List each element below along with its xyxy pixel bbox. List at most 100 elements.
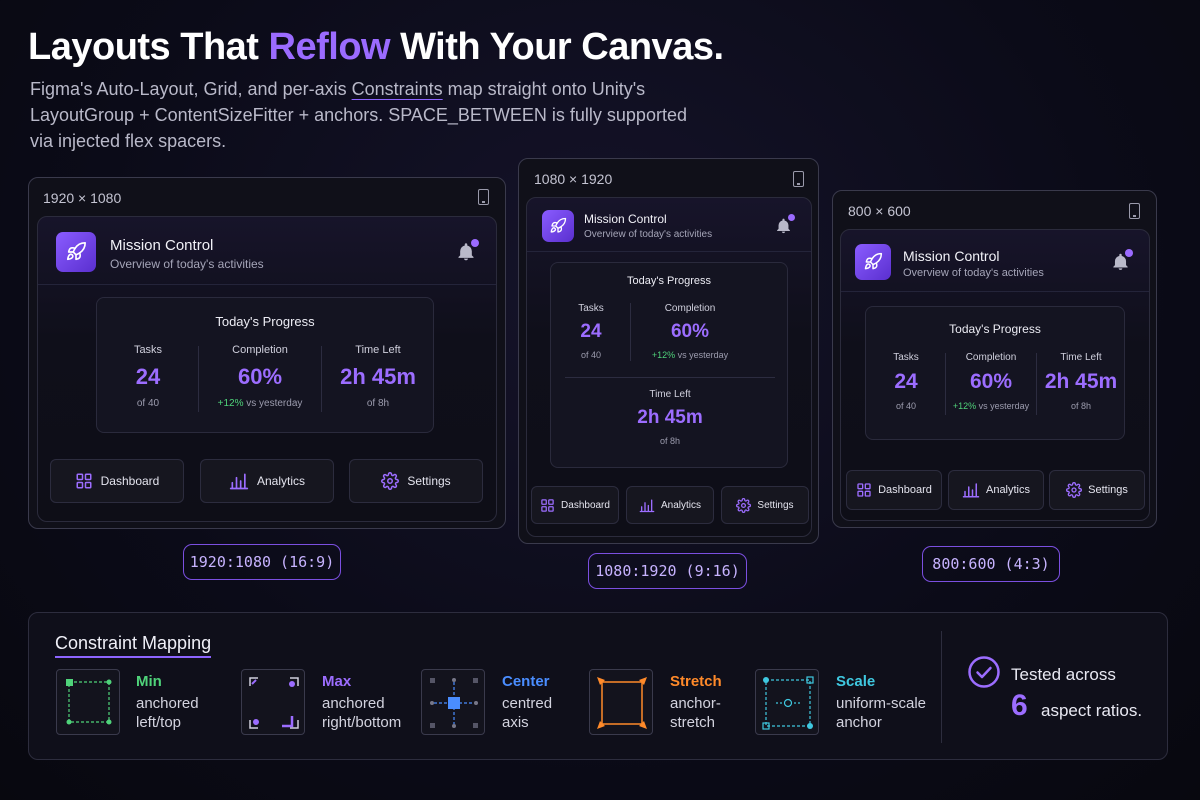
notification-dot — [788, 214, 795, 221]
analytics-button[interactable]: Analytics — [626, 486, 714, 524]
tested-count: 6 — [1011, 689, 1028, 722]
stat-tasks: Tasks 24 of 40 — [551, 303, 631, 360]
dashboard-button[interactable]: Dashboard — [50, 459, 184, 503]
divider — [630, 303, 631, 361]
bar-chart-icon — [962, 483, 980, 498]
gear-icon — [381, 472, 400, 490]
stat-completion-value: 60% — [969, 370, 1013, 393]
analytics-button[interactable]: Analytics — [948, 470, 1044, 510]
stat-tasks-value: 24 — [135, 364, 161, 389]
app-header: Mission Control Overview of today's acti… — [527, 198, 811, 252]
device-frame-1920x1080: 1920 × 1080 Mission Control Overview of … — [28, 177, 506, 529]
divider — [941, 631, 942, 743]
grid-icon — [857, 483, 871, 497]
bell-icon[interactable] — [456, 241, 476, 263]
notification-dot — [1125, 249, 1133, 257]
app-header: Mission Control Overview of today's acti… — [38, 217, 496, 285]
scale-constraint-icon — [755, 669, 819, 735]
app-panel: Mission Control Overview of today's acti… — [840, 229, 1150, 521]
notification-dot — [471, 239, 479, 247]
stat-time-value: 2h 45m — [340, 364, 416, 389]
constraint-mapping-panel: Constraint Mapping Min anchored left/top … — [28, 612, 1168, 760]
constraint-name-stretch: Stretch — [670, 673, 722, 690]
divider — [565, 377, 775, 378]
device-icon — [478, 189, 489, 205]
frame-size-label: 1080 × 1920 — [534, 171, 613, 187]
app-title: Mission Control — [584, 212, 667, 226]
app-title: Mission Control — [903, 248, 1000, 264]
grid-icon — [76, 473, 92, 489]
stat-tasks-value: 24 — [894, 370, 918, 393]
progress-title: Today's Progress — [949, 322, 1041, 336]
constraint-name-scale: Scale — [836, 673, 876, 690]
center-constraint-icon — [421, 669, 485, 735]
analytics-button[interactable]: Analytics — [200, 459, 334, 503]
app-subtitle: Overview of today's activities — [903, 267, 1044, 279]
stat-time-left: Time Left 2h 45m of 8h — [1036, 352, 1126, 411]
stat-tasks: Tasks 24 of 40 — [97, 344, 199, 409]
constraints-link[interactable]: Constraints — [351, 79, 443, 99]
app-panel: Mission Control Overview of today's acti… — [37, 216, 497, 522]
device-frame-1080x1920: 1080 × 1920 Mission Control Overview of … — [518, 158, 819, 544]
app-header: Mission Control Overview of today's acti… — [841, 230, 1149, 292]
constraint-desc-scale: uniform-scale anchor — [836, 695, 927, 731]
constraint-desc-max: anchored right/bottom — [322, 695, 402, 731]
settings-button[interactable]: Settings — [1049, 470, 1145, 510]
stretch-constraint-icon — [589, 669, 653, 735]
progress-card: Today's Progress Tasks 24 of 40 Completi… — [865, 306, 1125, 440]
stat-completion-value: 60% — [670, 321, 710, 342]
app-subtitle: Overview of today's activities — [584, 229, 713, 240]
stat-completion: Completion 60% +12% vs yesterday — [631, 303, 749, 360]
bell-icon[interactable] — [1111, 252, 1130, 272]
gear-icon — [736, 497, 752, 513]
divider — [321, 346, 322, 412]
rocket-logo-icon — [855, 244, 891, 280]
constraint-desc-min: anchored left/top — [136, 695, 199, 731]
stat-tasks-value: 24 — [580, 321, 602, 342]
constraint-name-center: Center — [502, 673, 550, 690]
hero-title-accent: Reflow — [268, 26, 391, 68]
rocket-logo-icon — [542, 210, 574, 242]
stat-completion: Completion 60% +12% vs yesterday — [199, 344, 321, 409]
app-title: Mission Control — [110, 237, 214, 254]
bar-chart-icon — [229, 473, 249, 490]
frame-size-label: 800 × 600 — [848, 203, 911, 219]
dashboard-button[interactable]: Dashboard — [531, 486, 619, 524]
constraint-name-min: Min — [136, 673, 162, 690]
stat-completion: Completion 60% +12% vs yesterday — [946, 352, 1036, 411]
divider — [198, 346, 199, 412]
constraint-desc-stretch: anchor-stretch — [670, 695, 721, 731]
ratio-badge-16-9: 1920:1080 (16:9) — [183, 544, 341, 580]
stat-tasks: Tasks 24 of 40 — [866, 352, 946, 411]
check-circle-icon — [968, 656, 1000, 688]
bar-chart-icon — [639, 498, 655, 512]
app-subtitle: Overview of today's activities — [110, 257, 264, 271]
settings-button[interactable]: Settings — [349, 459, 483, 503]
dashboard-button[interactable]: Dashboard — [846, 470, 942, 510]
stat-time-left: Time Left 2h 45m of 8h — [321, 344, 435, 409]
device-frame-800x600: 800 × 600 Mission Control Overview of to… — [832, 190, 1157, 528]
stat-time-value: 2h 45m — [1044, 370, 1118, 393]
gear-icon — [1066, 482, 1083, 498]
stat-time-value: 2h 45m — [637, 407, 703, 428]
frame-size-label: 1920 × 1080 — [43, 190, 122, 206]
app-panel: Mission Control Overview of today's acti… — [526, 197, 812, 537]
progress-card: Today's Progress Tasks 24 of 40 Completi… — [96, 297, 434, 433]
rocket-logo-icon — [56, 232, 96, 272]
device-icon — [1129, 203, 1140, 219]
hero-subtitle: Figma's Auto-Layout, Grid, and per-axis … — [30, 79, 687, 151]
progress-title: Today's Progress — [626, 275, 712, 287]
settings-button[interactable]: Settings — [721, 486, 809, 524]
mapping-title: Constraint Mapping — [55, 633, 212, 658]
device-icon — [793, 171, 804, 187]
divider — [1036, 353, 1037, 415]
tested-text: Tested across — [1011, 665, 1116, 684]
stat-time-left: Time Left 2h 45m of 8h — [551, 389, 789, 446]
tested-text-2: aspect ratios. — [1041, 701, 1143, 720]
progress-title: Today's Progress — [215, 314, 315, 329]
constraint-desc-center: centred axis — [502, 695, 553, 731]
min-constraint-icon — [56, 669, 120, 735]
ratio-badge-4-3: 800:600 (4:3) — [922, 546, 1060, 582]
hero-title: Layouts That Reflow With Your Canvas. — [28, 26, 724, 68]
bell-icon[interactable] — [775, 217, 792, 235]
